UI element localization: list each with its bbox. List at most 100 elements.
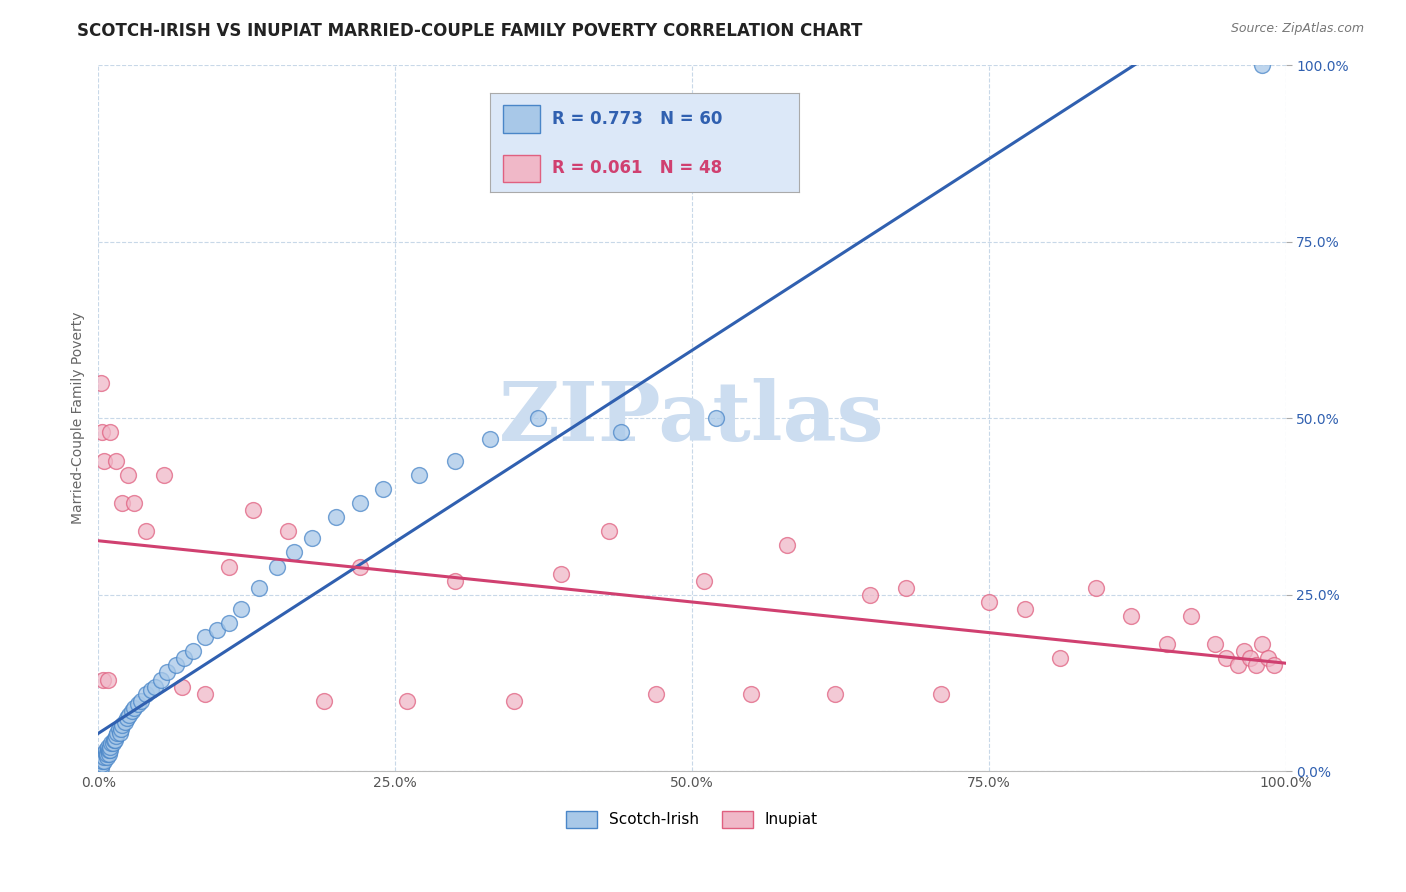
Point [479,433,502,447]
Point [97,743,120,757]
Point [443,453,465,467]
Point [98,425,121,440]
Point [98,747,121,761]
Point [93,453,115,467]
Text: SCOTCH-IRISH VS INUPIAT MARRIED-COUPLE FAMILY POVERTY CORRELATION CHART: SCOTCH-IRISH VS INUPIAT MARRIED-COUPLE F… [77,22,863,40]
Point [776,538,799,552]
Point [170,680,193,694]
Point [152,467,174,482]
Point [1227,658,1250,673]
Point [503,694,526,708]
Point [101,736,124,750]
Point [396,694,419,708]
Point [108,725,131,739]
Point [91,747,114,761]
Point [97,673,120,687]
Point [194,687,217,701]
Point [121,704,143,718]
Point [443,574,465,588]
Point [117,467,139,482]
Point [91,754,114,768]
Point [103,732,125,747]
Y-axis label: Married-Couple Family Poverty: Married-Couple Family Poverty [72,312,86,524]
Point [283,545,305,559]
Legend: Scotch-Irish, Inupiat: Scotch-Irish, Inupiat [560,805,824,834]
Point [1251,58,1274,72]
Point [97,739,120,754]
Point [526,411,548,425]
Point [139,683,162,698]
Point [349,559,371,574]
Point [107,725,129,739]
Point [1233,644,1256,658]
Point [859,588,882,602]
Point [1180,609,1202,624]
Point [1049,651,1071,665]
Point [205,623,228,637]
Point [91,673,114,687]
Point [94,747,117,761]
Point [183,644,205,658]
Point [135,524,157,539]
Point [96,747,118,761]
Point [824,687,846,701]
Point [150,673,173,687]
Point [1257,651,1279,665]
Point [1215,651,1237,665]
Point [301,531,323,545]
Point [1204,637,1226,651]
Point [115,711,138,725]
Point [1156,637,1178,651]
Point [1263,658,1285,673]
Point [111,496,134,510]
Point [145,680,167,694]
Point [173,651,195,665]
Point [218,559,240,574]
Point [1121,609,1143,624]
Point [91,425,114,440]
Point [266,559,288,574]
Point [114,714,136,729]
Point [111,718,134,732]
Point [90,761,112,775]
Point [91,757,114,772]
Point [98,739,121,754]
Point [96,750,118,764]
Point [325,510,347,524]
Point [408,467,430,482]
Point [105,453,128,467]
Point [104,732,127,747]
Point [610,425,633,440]
Point [194,630,217,644]
Point [98,743,121,757]
Point [693,574,716,588]
Text: Source: ZipAtlas.com: Source: ZipAtlas.com [1230,22,1364,36]
Point [110,722,132,736]
Point [229,602,252,616]
Point [91,750,114,764]
Point [373,482,395,496]
Point [1084,581,1107,595]
Point [312,694,335,708]
Text: ZIPatlas: ZIPatlas [499,378,884,458]
Point [894,581,917,595]
Point [247,581,270,595]
Point [107,722,129,736]
Point [598,524,620,539]
Point [242,503,264,517]
Point [93,754,115,768]
Point [98,743,121,757]
Point [105,729,128,743]
Point [135,687,157,701]
Point [1251,637,1274,651]
Point [1014,602,1036,616]
Point [118,707,141,722]
Point [90,376,112,390]
Point [165,658,187,673]
Point [977,595,1000,609]
Point [1244,658,1267,673]
Point [100,736,122,750]
Point [127,698,149,712]
Point [277,524,299,539]
Point [122,496,145,510]
